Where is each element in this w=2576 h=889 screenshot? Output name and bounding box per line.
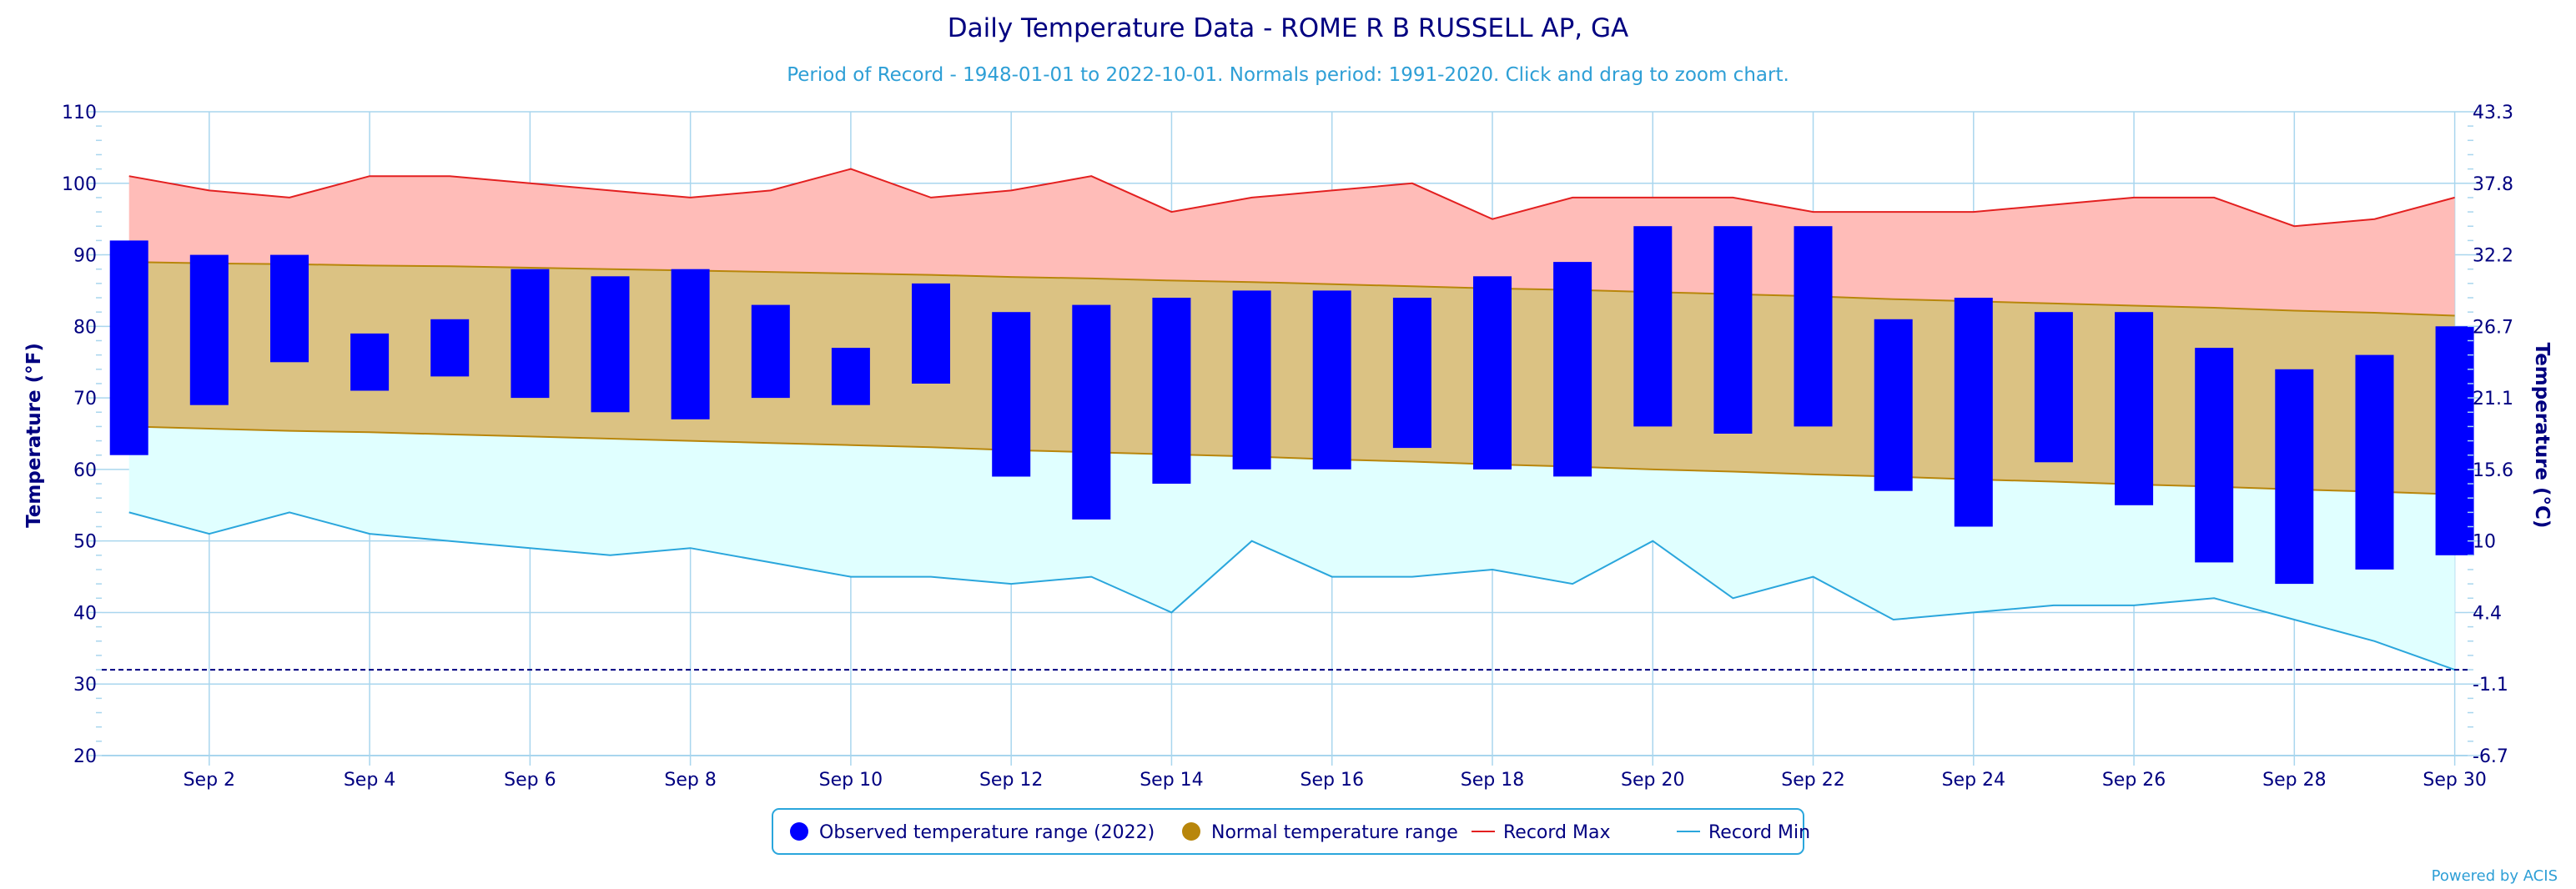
y-tick-label-right: 4.4 <box>2473 603 2502 624</box>
observed-bar-2[interactable] <box>189 254 229 405</box>
normal-high-line <box>128 261 2455 317</box>
observed-bar-17[interactable] <box>1392 298 1431 449</box>
observed-bar-21[interactable] <box>1713 226 1753 434</box>
y-tick-label-left: 30 <box>73 675 97 696</box>
observed-bar-7[interactable] <box>591 276 630 413</box>
chart-subtitle: Period of Record - 1948-01-01 to 2022-10… <box>787 64 1789 86</box>
x-tick-label: Sep 6 <box>504 770 556 791</box>
normal-range-area <box>128 262 2455 495</box>
record-max-line[interactable] <box>128 168 2455 228</box>
observed-bar-24[interactable] <box>1954 298 1993 527</box>
legend-box <box>772 808 1804 855</box>
legend-item-0[interactable]: Observed temperature range (2022) <box>790 822 1155 843</box>
legend-label: Record Min <box>1708 822 1810 843</box>
y-axis-title-right: Temperature (°C) <box>2531 343 2553 529</box>
observed-bar-6[interactable] <box>511 269 550 399</box>
chart-title: Daily Temperature Data - ROME R B RUSSEL… <box>948 13 1628 43</box>
x-tick-label: Sep 28 <box>2262 770 2326 791</box>
observed-bar-16[interactable] <box>1312 290 1351 470</box>
x-tick-label: Sep 14 <box>1140 770 1203 791</box>
observed-bar-27[interactable] <box>2195 348 2234 563</box>
x-tick-label: Sep 8 <box>664 770 716 791</box>
y-axis-title-left: Temperature (°F) <box>23 343 45 528</box>
y-tick-label-left: 90 <box>73 246 97 267</box>
y-tick-label-left: 100 <box>62 174 97 195</box>
y-tick-label-right: 10 <box>2473 532 2496 553</box>
record-min-line[interactable] <box>128 511 2455 671</box>
legend-symbol-circle <box>790 822 808 841</box>
y-tick-label-right: -6.7 <box>2473 746 2508 767</box>
y-tick-label-left: 110 <box>62 103 97 123</box>
y-tick-label-left: 70 <box>73 389 97 409</box>
observed-bar-9[interactable] <box>751 304 790 399</box>
y-tick-label-left: 60 <box>73 460 97 481</box>
observed-bars[interactable] <box>109 226 2474 585</box>
legend-item-3[interactable]: Record Min <box>1677 822 1810 843</box>
y-tick-label-right: 15.6 <box>2473 460 2513 481</box>
x-tick-label: Sep 18 <box>1461 770 1524 791</box>
legend[interactable]: Observed temperature range (2022) Normal … <box>772 808 1810 855</box>
observed-bar-8[interactable] <box>671 269 710 419</box>
observed-bar-19[interactable] <box>1553 262 1592 477</box>
x-tick-label: Sep 24 <box>1942 770 2005 791</box>
observed-bar-3[interactable] <box>270 254 309 363</box>
y-tick-label-left: 80 <box>73 317 97 338</box>
credit-link[interactable]: Powered by ACIS <box>2432 867 2558 885</box>
y-tick-label-left: 20 <box>73 746 97 767</box>
observed-bar-10[interactable] <box>831 348 870 405</box>
x-tick-label: Sep 22 <box>1781 770 1844 791</box>
areas <box>128 168 2455 671</box>
legend-item-2[interactable]: Record Max <box>1472 822 1611 843</box>
y-tick-label-right: 32.2 <box>2473 246 2513 267</box>
observed-bar-12[interactable] <box>992 312 1031 477</box>
observed-bar-15[interactable] <box>1232 290 1271 470</box>
y-tick-label-right: 43.3 <box>2473 103 2513 123</box>
legend-label: Record Max <box>1503 822 1611 843</box>
y-tick-label-right: 21.1 <box>2473 389 2513 409</box>
x-tick-label: Sep 10 <box>819 770 883 791</box>
observed-bar-25[interactable] <box>2034 312 2073 463</box>
x-tick-label: Sep 16 <box>1300 770 1363 791</box>
observed-bar-20[interactable] <box>1633 226 1673 427</box>
legend-symbol-circle <box>1182 822 1200 841</box>
legend-item-1[interactable]: Normal temperature range <box>1182 822 1458 843</box>
record-min-area <box>128 426 2455 671</box>
observed-bar-18[interactable] <box>1473 276 1512 470</box>
observed-bar-14[interactable] <box>1152 298 1191 484</box>
legend-label: Normal temperature range <box>1211 822 1458 843</box>
observed-bar-11[interactable] <box>912 283 950 384</box>
observed-bar-29[interactable] <box>2355 354 2394 570</box>
observed-bar-28[interactable] <box>2275 369 2314 585</box>
observed-bar-26[interactable] <box>2115 312 2154 505</box>
observed-bar-13[interactable] <box>1072 304 1111 520</box>
y-tick-label-left: 40 <box>73 603 97 624</box>
y-tick-label-right: 37.8 <box>2473 174 2513 195</box>
observed-bar-1[interactable] <box>109 240 148 455</box>
record-max-area <box>128 168 2455 316</box>
x-tick-label: Sep 30 <box>2423 770 2486 791</box>
observed-bar-4[interactable] <box>350 333 390 391</box>
x-tick-label: Sep 12 <box>979 770 1043 791</box>
x-tick-label: Sep 20 <box>1621 770 1684 791</box>
observed-bar-30[interactable] <box>2435 326 2474 555</box>
observed-bar-22[interactable] <box>1794 226 1833 427</box>
y-tick-label-right: -1.1 <box>2473 675 2508 696</box>
x-tick-label: Sep 4 <box>344 770 395 791</box>
observed-bar-23[interactable] <box>1874 319 1913 491</box>
y-tick-label-left: 50 <box>73 532 97 553</box>
record-lines <box>102 168 2468 671</box>
observed-bar-5[interactable] <box>430 319 470 377</box>
x-tick-label: Sep 26 <box>2102 770 2166 791</box>
axes: 20 -6.7 30 -1.1 40 4.4 50 10 60 15.6 70 21.1 80 26.7 9… <box>62 103 2513 791</box>
y-tick-label-right: 26.7 <box>2473 317 2513 338</box>
normal-low-line <box>128 425 2455 495</box>
x-tick-label: Sep 2 <box>184 770 235 791</box>
legend-label: Observed temperature range (2022) <box>819 822 1155 843</box>
